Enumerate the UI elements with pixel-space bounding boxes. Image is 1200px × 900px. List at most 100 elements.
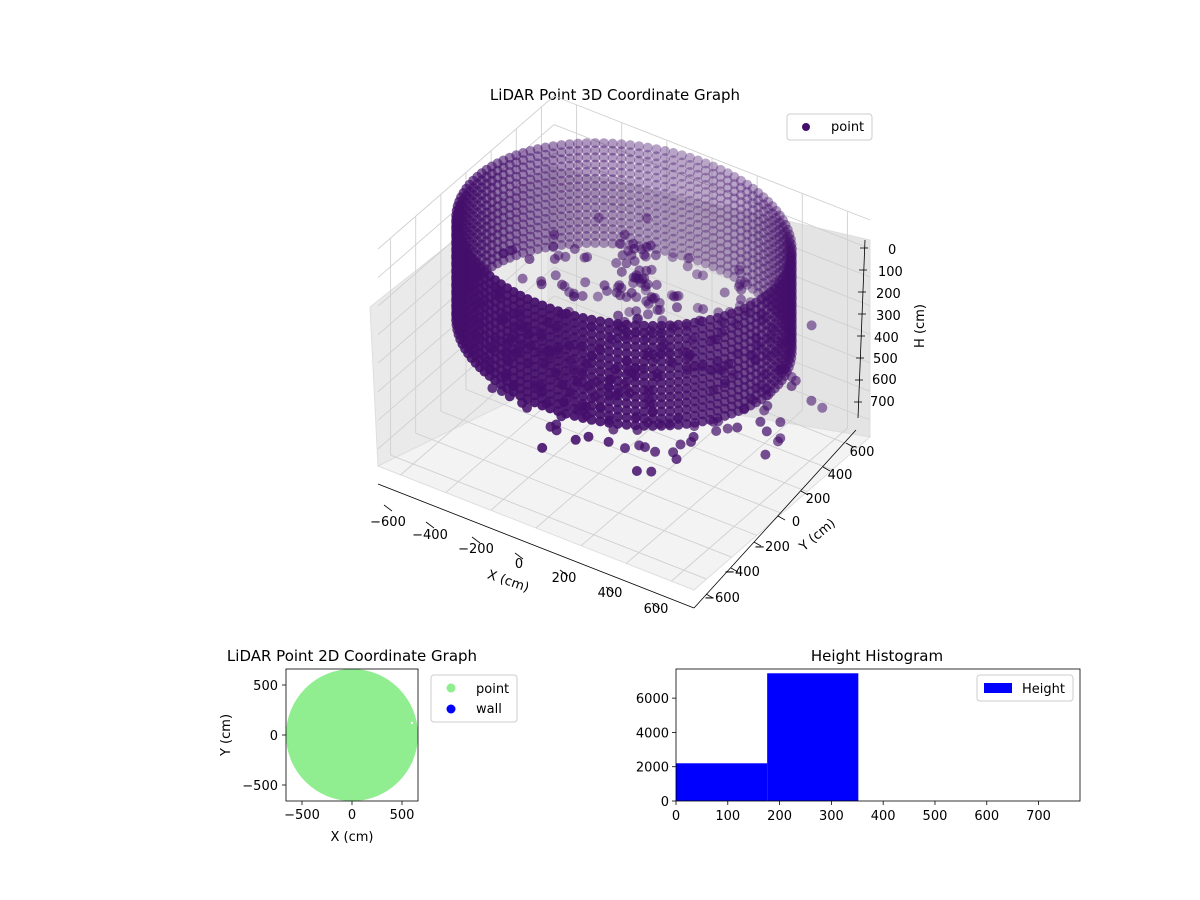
- scatter-point: [549, 254, 560, 264]
- scatter-point: [676, 243, 687, 254]
- scatter-point: [642, 142, 653, 153]
- scatter-point: [763, 232, 774, 243]
- scatter-point: [651, 144, 662, 155]
- scatter-point: [625, 190, 636, 200]
- scatter-point: [604, 346, 614, 357]
- scatter-point: [639, 377, 650, 388]
- scatter-point: [647, 392, 658, 403]
- scatter-point: [647, 328, 658, 339]
- scatter-point: [708, 183, 719, 193]
- scatter-point: [767, 222, 778, 233]
- scatter-point: [676, 200, 687, 211]
- scatter-point: [612, 368, 623, 379]
- scatter-point: [630, 356, 641, 367]
- scatter-point: [736, 294, 746, 305]
- scatter-point: [705, 372, 716, 382]
- scatter-point: [556, 140, 567, 151]
- scatter-point: [651, 187, 662, 197]
- scatter-point: [671, 454, 682, 465]
- scatter-point: [630, 334, 641, 345]
- scatter-point: [573, 160, 583, 170]
- scatter-point: [681, 376, 692, 387]
- y-tick-label: 400: [828, 468, 853, 483]
- scatter-point: [621, 376, 632, 387]
- scatter-point: [592, 291, 603, 302]
- scatter-point: [564, 182, 575, 192]
- scatter-point: [700, 237, 711, 247]
- y-tick-label: −200: [754, 540, 790, 555]
- scatter-point: [753, 280, 764, 291]
- scatter-point: [767, 251, 778, 262]
- scatter-point: [529, 340, 540, 351]
- scatter-point: [675, 439, 686, 450]
- scatter-point: [556, 190, 567, 200]
- scatter-point: [771, 263, 782, 273]
- scatter-point: [604, 396, 614, 407]
- scatter-point: [607, 167, 618, 178]
- y-axis-line: [693, 429, 857, 609]
- scatter-point: [616, 266, 627, 277]
- scatter-point: [561, 387, 572, 398]
- y-tick-label-2d: 0: [270, 729, 278, 744]
- scatter-point: [595, 366, 606, 377]
- scatter-point: [692, 177, 703, 187]
- scatter-point: [681, 397, 692, 408]
- grid-line: [553, 152, 871, 278]
- grid-line: [553, 238, 871, 364]
- scatter-point: [553, 334, 564, 345]
- scatter-point: [771, 227, 782, 238]
- scatter-point: [732, 422, 743, 433]
- scatter-point: [660, 245, 670, 256]
- scatter-point: [660, 167, 670, 178]
- scatter-point: [545, 353, 556, 364]
- scatter-point: [621, 405, 632, 416]
- scatter-point: [548, 162, 559, 173]
- scatter-point: [634, 198, 644, 209]
- scatter-point: [689, 346, 700, 357]
- scatter-point: [630, 420, 641, 431]
- scatter-point: [625, 147, 636, 158]
- scatter-point: [598, 231, 609, 241]
- scatter-point: [729, 222, 740, 232]
- scatter-point: [647, 356, 658, 367]
- scatter-point: [689, 332, 700, 343]
- scatter-point: [700, 215, 711, 226]
- scatter-point: [553, 370, 564, 381]
- scatter-point: [698, 304, 709, 315]
- scatter-point: [747, 198, 758, 209]
- scatter-point: [668, 183, 679, 194]
- scatter-point: [700, 244, 711, 255]
- legend-2d-label-point: point: [476, 682, 509, 697]
- scatter-point: [673, 334, 684, 345]
- scatter-point: [616, 160, 627, 171]
- scatter-point: [529, 333, 540, 344]
- plot-frame-histogram: [675, 668, 1081, 802]
- scatter-point: [557, 279, 567, 290]
- x-tick-label-2d: −500: [284, 808, 320, 823]
- scatter-point: [763, 239, 774, 250]
- scatter-point: [817, 402, 828, 413]
- scatter-point: [561, 322, 572, 333]
- scatter-point: [681, 318, 692, 329]
- chart-3d-title: LiDAR Point 3D Coordinate Graph: [490, 86, 740, 104]
- scatter-point: [598, 173, 609, 184]
- scatter-point: [668, 240, 679, 251]
- scatter-point: [578, 348, 588, 359]
- scatter-point: [651, 279, 662, 290]
- scatter-point: [729, 179, 740, 190]
- scatter-point: [621, 348, 632, 359]
- scatter-point: [569, 353, 580, 364]
- scatter-point: [742, 229, 753, 240]
- scatter-point: [647, 335, 658, 346]
- scatter-point: [586, 414, 597, 425]
- scatter-point: [553, 327, 564, 338]
- scatter-point: [758, 278, 769, 288]
- scatter-point: [553, 406, 564, 417]
- scatter-point: [616, 167, 627, 178]
- scatter-point: [753, 245, 764, 256]
- scatter-point: [548, 169, 559, 180]
- scatter-point: [586, 314, 597, 325]
- scatter-point: [719, 287, 730, 298]
- scatter-point: [660, 231, 670, 242]
- x-tick: [425, 521, 435, 529]
